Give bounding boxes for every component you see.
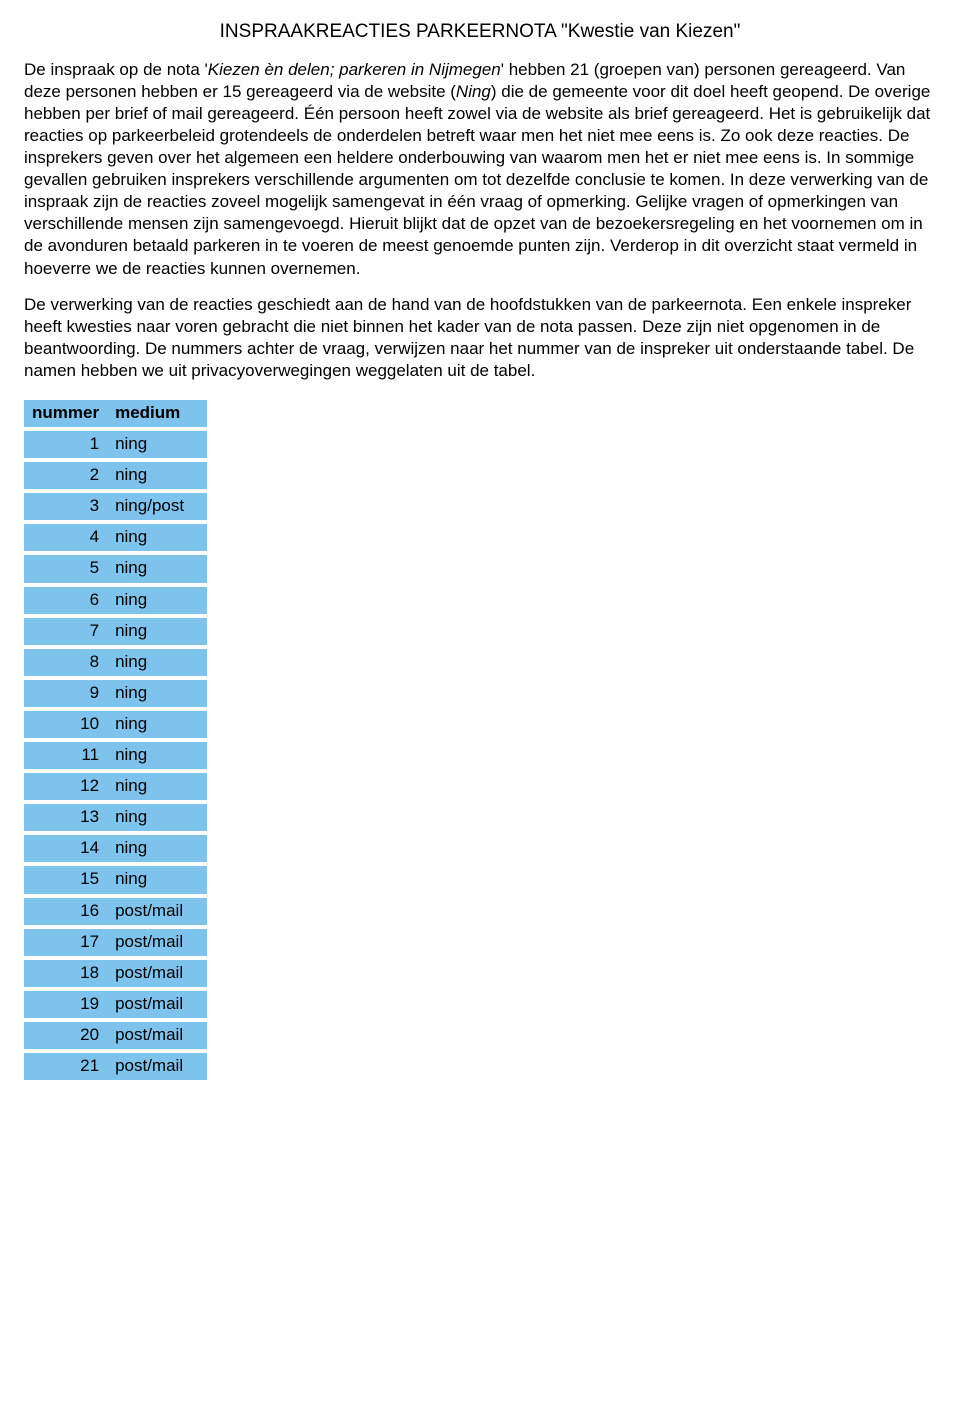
cell-nummer: 7 bbox=[24, 618, 107, 645]
cell-nummer: 20 bbox=[24, 1022, 107, 1049]
col-header-medium: medium bbox=[107, 400, 207, 427]
table-row: 5ning bbox=[24, 555, 207, 582]
p1-italic-ning: Ning bbox=[456, 82, 491, 101]
table-row: 16post/mail bbox=[24, 898, 207, 925]
intro-paragraph-2: De verwerking van de reacties geschiedt … bbox=[24, 294, 936, 382]
cell-medium: ning bbox=[107, 431, 207, 458]
intro-paragraph-1: De inspraak op de nota 'Kiezen èn delen;… bbox=[24, 59, 936, 280]
table-row: 3ning/post bbox=[24, 493, 207, 520]
table-row: 4ning bbox=[24, 524, 207, 551]
table-row: 10ning bbox=[24, 711, 207, 738]
cell-medium: post/mail bbox=[107, 1053, 207, 1080]
cell-medium: ning bbox=[107, 804, 207, 831]
cell-medium: ning bbox=[107, 711, 207, 738]
table-row: 12ning bbox=[24, 773, 207, 800]
cell-nummer: 14 bbox=[24, 835, 107, 862]
cell-nummer: 15 bbox=[24, 866, 107, 893]
cell-nummer: 18 bbox=[24, 960, 107, 987]
page-title: INSPRAAKREACTIES PARKEERNOTA "Kwestie va… bbox=[24, 20, 936, 45]
cell-medium: ning bbox=[107, 555, 207, 582]
cell-nummer: 13 bbox=[24, 804, 107, 831]
cell-medium: ning bbox=[107, 618, 207, 645]
table-row: 19post/mail bbox=[24, 991, 207, 1018]
cell-nummer: 8 bbox=[24, 649, 107, 676]
cell-nummer: 17 bbox=[24, 929, 107, 956]
cell-medium: ning bbox=[107, 773, 207, 800]
cell-medium: ning/post bbox=[107, 493, 207, 520]
p1-italic-nota: Kiezen èn delen; parkeren in Nijmegen bbox=[208, 60, 501, 79]
cell-nummer: 19 bbox=[24, 991, 107, 1018]
table-row: 2ning bbox=[24, 462, 207, 489]
table-row: 21post/mail bbox=[24, 1053, 207, 1080]
cell-nummer: 4 bbox=[24, 524, 107, 551]
cell-nummer: 9 bbox=[24, 680, 107, 707]
cell-medium: ning bbox=[107, 680, 207, 707]
respondent-table: nummer medium 1ning2ning3ning/post4ning5… bbox=[24, 396, 207, 1084]
cell-nummer: 16 bbox=[24, 898, 107, 925]
cell-nummer: 2 bbox=[24, 462, 107, 489]
cell-nummer: 11 bbox=[24, 742, 107, 769]
cell-medium: post/mail bbox=[107, 991, 207, 1018]
table-row: 17post/mail bbox=[24, 929, 207, 956]
table-header-row: nummer medium bbox=[24, 400, 207, 427]
cell-nummer: 21 bbox=[24, 1053, 107, 1080]
table-row: 20post/mail bbox=[24, 1022, 207, 1049]
cell-medium: ning bbox=[107, 462, 207, 489]
table-row: 7ning bbox=[24, 618, 207, 645]
table-row: 14ning bbox=[24, 835, 207, 862]
cell-medium: post/mail bbox=[107, 898, 207, 925]
cell-medium: post/mail bbox=[107, 1022, 207, 1049]
p1-text-a: De inspraak op de nota ' bbox=[24, 60, 208, 79]
cell-nummer: 5 bbox=[24, 555, 107, 582]
p2-text: Het is gebruikelijk dat reacties op park… bbox=[24, 104, 930, 278]
cell-medium: ning bbox=[107, 587, 207, 614]
cell-medium: ning bbox=[107, 742, 207, 769]
cell-nummer: 6 bbox=[24, 587, 107, 614]
table-row: 8ning bbox=[24, 649, 207, 676]
cell-medium: post/mail bbox=[107, 960, 207, 987]
table-row: 15ning bbox=[24, 866, 207, 893]
table-row: 6ning bbox=[24, 587, 207, 614]
cell-nummer: 10 bbox=[24, 711, 107, 738]
col-header-nummer: nummer bbox=[24, 400, 107, 427]
table-row: 1ning bbox=[24, 431, 207, 458]
cell-medium: post/mail bbox=[107, 929, 207, 956]
table-row: 9ning bbox=[24, 680, 207, 707]
cell-medium: ning bbox=[107, 649, 207, 676]
cell-medium: ning bbox=[107, 835, 207, 862]
cell-nummer: 12 bbox=[24, 773, 107, 800]
table-row: 11ning bbox=[24, 742, 207, 769]
cell-medium: ning bbox=[107, 524, 207, 551]
cell-nummer: 1 bbox=[24, 431, 107, 458]
cell-medium: ning bbox=[107, 866, 207, 893]
table-row: 18post/mail bbox=[24, 960, 207, 987]
cell-nummer: 3 bbox=[24, 493, 107, 520]
table-row: 13ning bbox=[24, 804, 207, 831]
